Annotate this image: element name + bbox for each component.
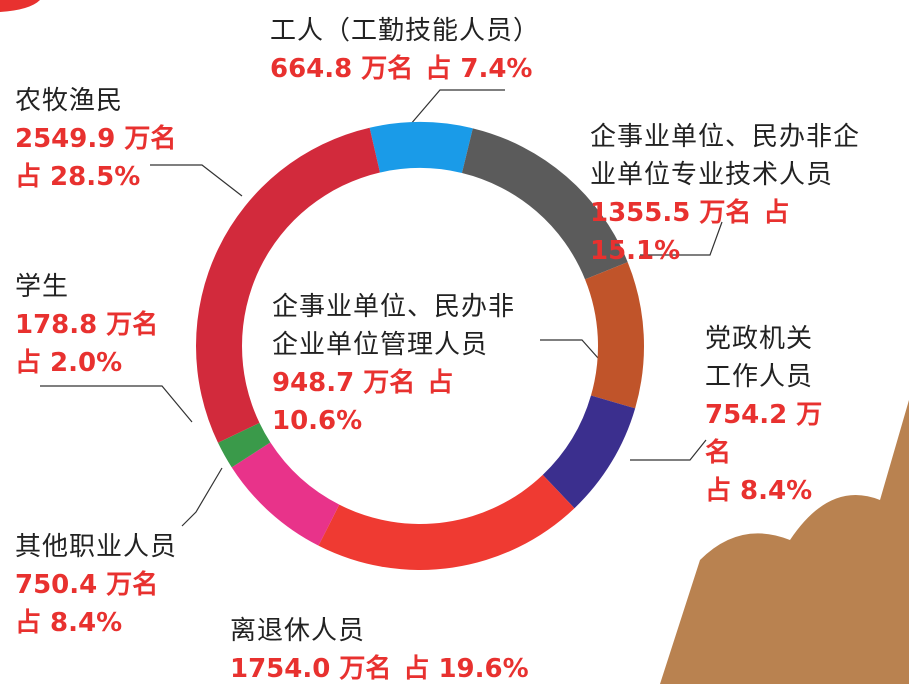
donut-segment <box>231 442 340 546</box>
category-name: 工人（工勤技能人员） <box>270 16 541 46</box>
donut-segment <box>585 262 644 409</box>
category-name: 学生 <box>15 272 70 302</box>
percent-label: 占 10.6% <box>272 368 454 436</box>
category-name: 企事业单位、民办非企业单位专业技术人员 <box>590 122 861 190</box>
count-label: 2549.9 万名 <box>15 124 177 154</box>
segment-label: 其他职业人员 750.4 万名占 8.4% <box>15 528 177 642</box>
donut-segment <box>542 395 636 509</box>
category-name: 其他职业人员 <box>15 532 178 562</box>
donut-segment <box>196 127 380 443</box>
percent-label: 占 15.1% <box>590 198 790 266</box>
count-label: 750.4 万名 <box>15 570 159 600</box>
segment-label: 农牧渔民 2549.9 万名占 28.5% <box>15 82 176 196</box>
category-name: 农牧渔民 <box>15 86 124 116</box>
segment-label: 党政机关工作人员 754.2 万名占 8.4% <box>705 320 823 510</box>
donut-segment <box>369 122 473 174</box>
category-name: 离退休人员 <box>230 616 366 646</box>
donut-segment <box>461 128 628 280</box>
percent-label: 占 19.6% <box>403 654 529 684</box>
percent-label: 占 8.4% <box>15 608 123 638</box>
count-label: 754.2 万名 <box>705 400 823 468</box>
segment-label: 企事业单位、民办非企业单位专业技术人员 1355.5 万名占 15.1% <box>590 118 862 270</box>
count-label: 178.8 万名 <box>15 310 159 340</box>
corner-decoration <box>0 0 40 12</box>
segment-label: 离退休人员 1754.0 万名占 19.6% <box>230 612 529 684</box>
statue-decoration <box>660 400 909 684</box>
percent-label: 占 8.4% <box>705 476 813 506</box>
segment-label: 工人（工勤技能人员） 664.8 万名占 7.4% <box>270 12 540 88</box>
category-name: 党政机关工作人员 <box>705 324 814 392</box>
donut-segment <box>217 422 271 468</box>
count-label: 1355.5 万名 <box>590 198 752 228</box>
percent-label: 占 28.5% <box>15 162 141 192</box>
donut-segment <box>318 474 575 570</box>
count-label: 1754.0 万名 <box>230 654 392 684</box>
count-label: 948.7 万名 <box>272 368 416 398</box>
percent-label: 占 7.4% <box>425 54 533 84</box>
percent-label: 占 2.0% <box>15 348 123 378</box>
category-name: 企事业单位、民办非企业单位管理人员 <box>272 292 516 360</box>
count-label: 664.8 万名 <box>270 54 414 84</box>
segment-label: 学生 178.8 万名占 2.0% <box>15 268 158 382</box>
segment-label: 企事业单位、民办非企业单位管理人员 948.7 万名占 10.6% <box>272 288 520 440</box>
